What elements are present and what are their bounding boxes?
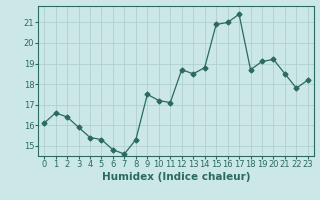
X-axis label: Humidex (Indice chaleur): Humidex (Indice chaleur) [102, 172, 250, 182]
